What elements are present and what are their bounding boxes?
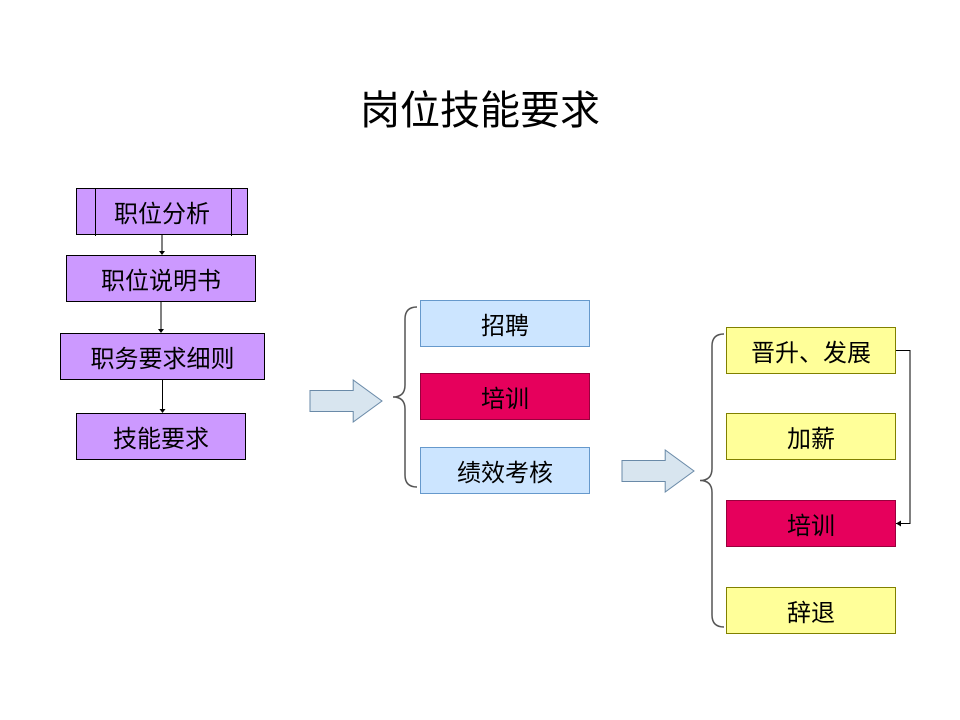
node-m3: 绩效考核: [420, 447, 590, 494]
node-n2: 职位说明书: [66, 255, 256, 302]
node-r1: 晋升、发展: [726, 327, 896, 374]
node-n1: 职位分析: [76, 188, 248, 235]
node-m1: 招聘: [420, 300, 590, 347]
node-n3: 职务要求细则: [60, 333, 265, 380]
node-r4: 辞退: [726, 587, 896, 634]
node-r3: 培训: [726, 500, 896, 547]
node-m2: 培训: [420, 373, 590, 420]
slide-title: 岗位技能要求: [0, 78, 960, 136]
node-n4: 技能要求: [76, 413, 246, 460]
node-r2: 加薪: [726, 413, 896, 460]
